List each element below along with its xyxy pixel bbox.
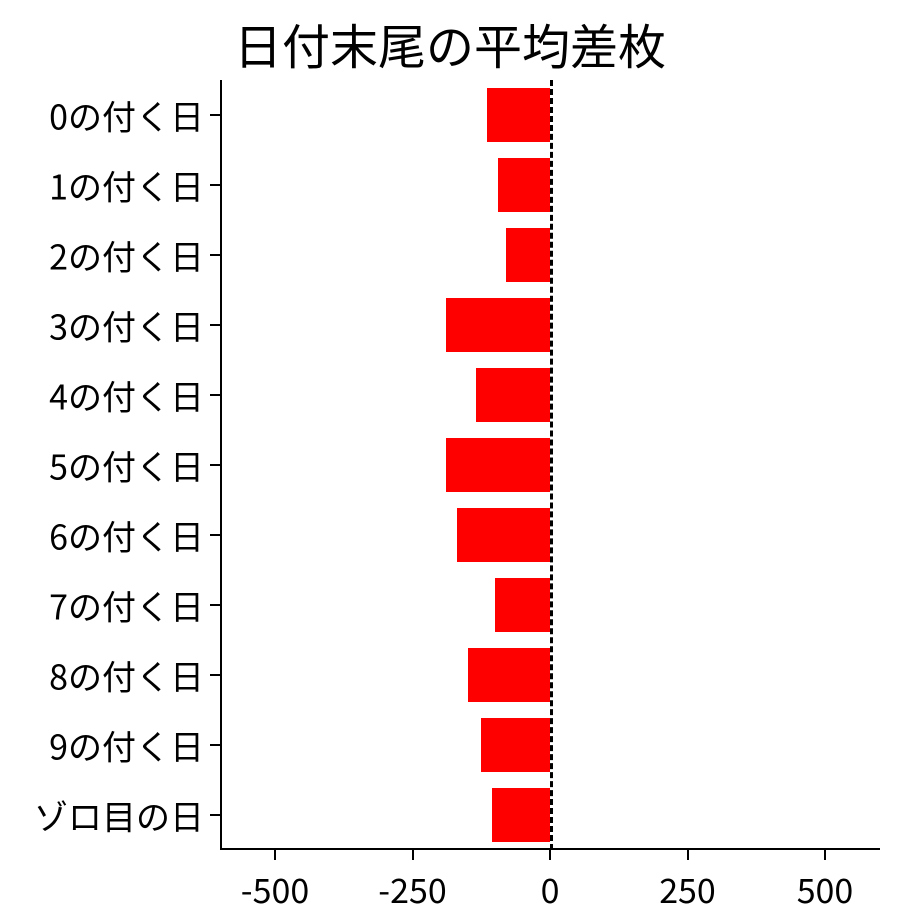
zero-line — [550, 80, 553, 850]
y-tick — [210, 814, 220, 816]
y-tick — [210, 254, 220, 256]
y-tick-label: 4の付く日 — [2, 371, 204, 420]
y-tick-label: 9の付く日 — [2, 721, 204, 770]
y-tick — [210, 394, 220, 396]
chart-container: 日付末尾の平均差枚 -500-25002505000の付く日1の付く日2の付く日… — [0, 0, 900, 900]
bar — [446, 438, 551, 493]
y-tick-label: 7の付く日 — [2, 581, 204, 630]
y-tick-label: 2の付く日 — [2, 231, 204, 280]
x-tick-label: 0 — [541, 864, 560, 913]
x-tick — [412, 850, 414, 860]
bar — [498, 158, 550, 213]
y-tick — [210, 184, 220, 186]
bar — [492, 788, 550, 843]
y-tick — [210, 674, 220, 676]
bar — [487, 88, 550, 143]
x-tick — [687, 850, 689, 860]
x-tick — [549, 850, 551, 860]
y-tick-label: 8の付く日 — [2, 651, 204, 700]
y-tick-label: 3の付く日 — [2, 301, 204, 350]
y-tick-label: 1の付く日 — [2, 161, 204, 210]
x-tick-label: 500 — [797, 864, 854, 913]
x-tick-label: -250 — [378, 864, 446, 913]
y-tick — [210, 744, 220, 746]
y-tick-label: 5の付く日 — [2, 441, 204, 490]
x-tick-label: 250 — [659, 864, 716, 913]
x-tick-label: -500 — [241, 864, 309, 913]
y-tick-label: 6の付く日 — [2, 511, 204, 560]
y-tick-label: ゾロ目の日 — [2, 791, 204, 840]
y-tick — [210, 604, 220, 606]
y-tick — [210, 324, 220, 326]
bar — [481, 718, 550, 773]
chart-title: 日付末尾の平均差枚 — [0, 8, 900, 78]
bar — [457, 508, 551, 563]
bar — [495, 578, 550, 633]
y-tick — [210, 534, 220, 536]
x-tick — [824, 850, 826, 860]
x-tick — [274, 850, 276, 860]
bar — [476, 368, 550, 423]
bar — [446, 298, 551, 353]
plot-area: -500-25002505000の付く日1の付く日2の付く日3の付く日4の付く日… — [220, 80, 880, 850]
y-axis-spine — [220, 80, 222, 850]
y-tick — [210, 114, 220, 116]
bar — [468, 648, 551, 703]
bar — [506, 228, 550, 283]
y-tick — [210, 464, 220, 466]
y-tick-label: 0の付く日 — [2, 91, 204, 140]
